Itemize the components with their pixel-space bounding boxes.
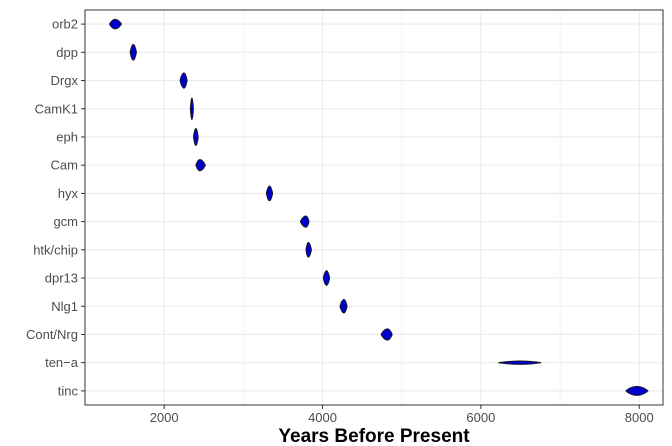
y-tick-label: Nlg1 [51,299,78,314]
violin-cont-nrg [380,328,393,341]
plot-panel [85,10,663,405]
violin-nlg1 [339,299,348,314]
y-tick-label: Cam [51,158,78,173]
x-axis-title: Years Before Present [278,426,470,446]
y-tick-label: ten−a [45,355,79,370]
y-axis: orb2 dpp Drgx CamK1 eph Cam hyx gcm htk/chip dpr1… [26,17,85,398]
violins [109,18,649,396]
y-tick-label: dpp [56,45,78,60]
y-tick-label: Cont/Nrg [26,327,78,342]
y-tick-label: gcm [53,214,78,229]
violin-ten-a [498,360,542,365]
violin-tinc [625,385,649,396]
violin-htk-chip [305,242,312,258]
y-tick-label: htk/chip [33,242,78,257]
y-tick-label: Drgx [51,73,79,88]
violin-eph [193,128,199,146]
y-tick-label: orb2 [52,17,78,32]
violin-gcm [299,215,310,228]
violin-orb2 [109,18,122,30]
x-tick-label: 6000 [466,410,495,425]
y-tick-label: eph [56,129,78,144]
y-tick-label: CamK1 [35,101,78,116]
y-tick-label: hyx [58,186,79,201]
violin-drgx [179,72,188,89]
violin-camk1 [189,97,194,120]
violin-dpp [129,43,137,61]
violin-hyx [265,185,274,202]
panel-border [84,9,664,406]
y-tick-label: tinc [58,383,79,398]
violin-cam [195,159,206,172]
x-tick-label: 8000 [625,410,654,425]
x-tick-label: 4000 [308,410,337,425]
violin-dpr13 [322,270,331,286]
x-axis: 2000 4000 6000 8000 [150,405,654,425]
x-tick-label: 2000 [150,410,179,425]
y-tick-label: dpr13 [45,271,78,286]
